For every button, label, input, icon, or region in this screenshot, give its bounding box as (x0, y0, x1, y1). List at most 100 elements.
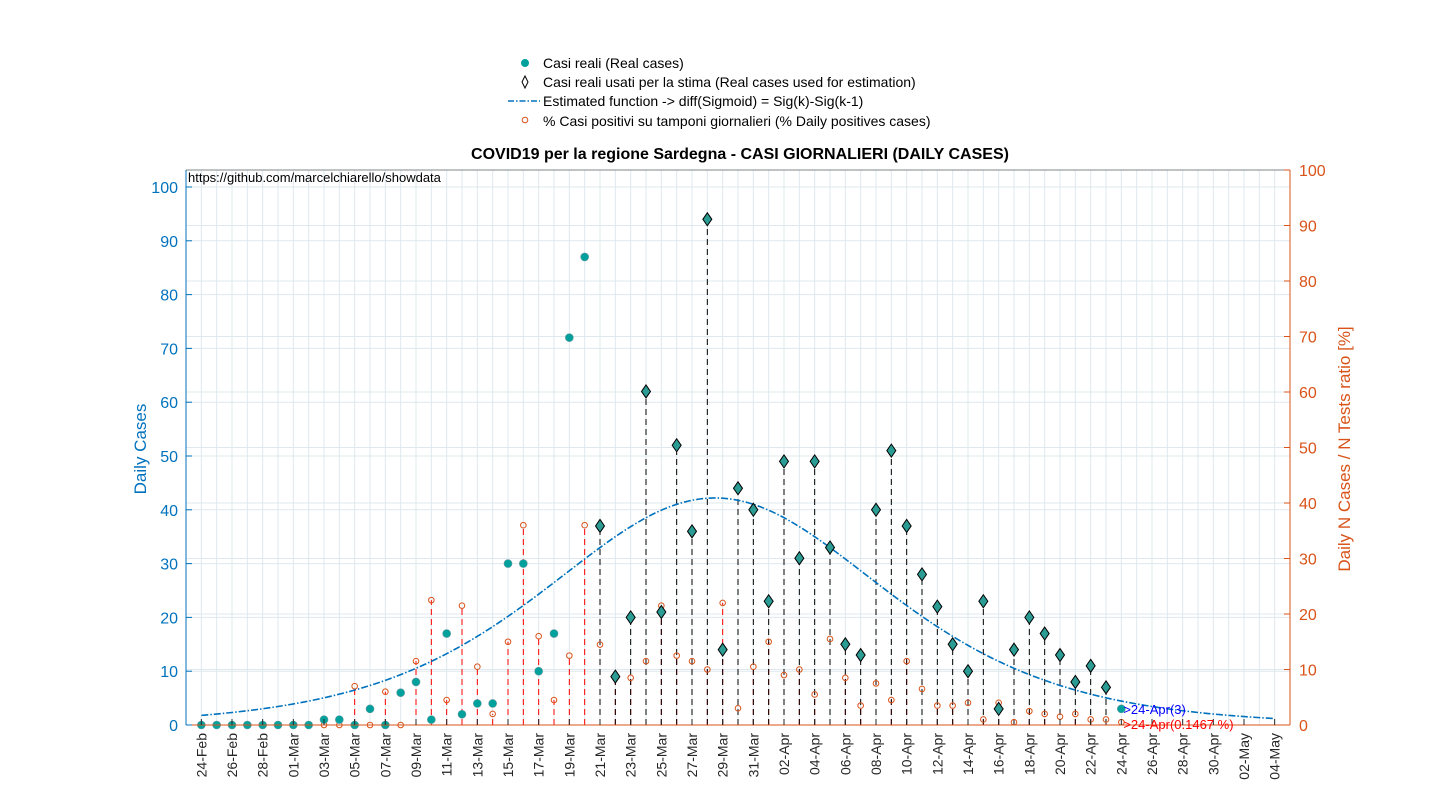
estimation-point (794, 550, 805, 566)
x-tick-label: 03-Mar (316, 733, 332, 778)
x-tick-label: 31-Mar (745, 733, 761, 778)
y-tick-label-right: 100 (1299, 163, 1326, 180)
estimation-point (978, 593, 989, 609)
x-tick-label: 30-Apr (1205, 733, 1221, 775)
ratio-point (535, 632, 542, 640)
legend-text-estimation: Casi reali usati per la stima (Real case… (543, 74, 916, 90)
x-tick-label: 21-Mar (592, 733, 608, 778)
x-tick-label: 04-Apr (807, 733, 823, 775)
y-tick-label-left: 50 (160, 449, 178, 466)
legend-marker-real (521, 59, 529, 67)
x-tick-label: 16-Apr (991, 733, 1007, 775)
x-tick-label: 24-Feb (193, 733, 209, 778)
ratio-point (903, 657, 910, 665)
fit-layer (201, 497, 1275, 720)
estimation-point (717, 642, 728, 658)
real-case-point (549, 629, 559, 638)
y-axis-label-left: Daily Cases (131, 404, 150, 495)
estimation-point (993, 701, 1004, 717)
ratio-point (811, 691, 818, 698)
x-tick-label: 29-Mar (715, 733, 731, 778)
estimation-point (1024, 610, 1035, 625)
estimation-point (763, 593, 774, 609)
estimation-point (947, 636, 958, 652)
legend-marker-ratio (521, 116, 529, 124)
ratio-point (688, 657, 696, 665)
real-case-point (534, 666, 543, 676)
x-tick-label: 20-Apr (1052, 733, 1068, 775)
chart-title: COVID19 per la regione Sardegna - CASI G… (471, 146, 1009, 163)
ratio-point (673, 652, 680, 659)
legend-marker-estimation (521, 74, 529, 90)
estimation-point (686, 523, 698, 539)
ratio-point (443, 696, 450, 704)
y-tick-label-right: 30 (1299, 552, 1317, 569)
estimation-point (640, 384, 652, 399)
estimation-point (594, 518, 606, 534)
x-tick-label: 22-Apr (1083, 733, 1099, 775)
y-tick-label-left: 10 (160, 664, 178, 681)
estimation-point (840, 636, 851, 652)
x-tick-label: 17-Mar (531, 733, 547, 778)
x-tick-label: 26-Apr (1144, 733, 1160, 775)
y-tick-label-left: 100 (151, 180, 178, 197)
estimation-point (778, 454, 790, 469)
x-tick-label: 04-May (1267, 733, 1283, 780)
y-tick-label-left: 60 (160, 395, 178, 412)
x-tick-label: 28-Apr (1175, 733, 1191, 775)
ratio-point (596, 641, 604, 648)
ratio-point (520, 521, 527, 529)
real-case-point (365, 704, 375, 714)
estimation-point (1100, 679, 1112, 695)
x-tick-label: 24-Apr (1113, 733, 1129, 775)
ratio-point (857, 702, 864, 709)
y-tick-label-right: 20 (1299, 607, 1317, 624)
y-tick-label-right: 90 (1299, 219, 1317, 236)
ratio-point (796, 666, 803, 673)
ratio-point (1041, 710, 1048, 718)
real-case-point (335, 715, 344, 724)
x-tick-label: 01-Mar (285, 733, 301, 778)
x-tick-label: 23-Mar (623, 733, 639, 778)
estimation-point (901, 518, 912, 534)
ratio-point (428, 596, 435, 604)
real-case-point (1117, 704, 1126, 714)
y-tick-label-left: 90 (160, 234, 178, 251)
x-tick-label: 26-Feb (224, 733, 240, 778)
x-tick-label: 28-Feb (255, 733, 271, 778)
ratio-point (351, 682, 358, 690)
ratio-point (412, 657, 420, 665)
ratio-point (382, 688, 389, 696)
estimation-point (932, 599, 943, 615)
stems (354, 219, 1107, 725)
legend-text-fit: Estimated function -> diff(Sigmoid) = Si… (543, 93, 863, 109)
estimation-point (671, 437, 682, 453)
legend: Casi reali (Real cases) Casi reali usati… (505, 52, 983, 132)
annotations: >24-Apr(3)>24-Apr(0.1467 %) (1123, 702, 1233, 732)
real-case-point (411, 677, 421, 687)
y-tick-label-right: 0 (1299, 718, 1308, 735)
x-tick-label: 10-Apr (899, 733, 915, 775)
x-tick-label: 02-May (1236, 733, 1252, 780)
y-tick-label-left: 80 (160, 288, 178, 305)
x-tick-label: 27-Mar (684, 733, 700, 778)
legend-text-ratio: % Casi positivi su tamponi giornalieri (… (543, 113, 930, 129)
y-tick-label-right: 50 (1299, 441, 1317, 458)
real-case-point (488, 699, 497, 708)
estimation-point (855, 647, 866, 663)
x-tick-label: 18-Apr (1021, 733, 1037, 775)
y-tick-label-right: 80 (1299, 274, 1317, 291)
y-tick-label-right: 60 (1299, 385, 1317, 402)
x-tick-label: 15-Mar (500, 733, 516, 778)
real-case-point (580, 252, 589, 262)
estimation-point (916, 566, 928, 582)
y-tick-label-left: 40 (160, 503, 178, 520)
estimation-point (748, 502, 759, 518)
ratio-point (826, 635, 834, 643)
ratio-point (734, 705, 742, 712)
real-case-point (473, 699, 482, 708)
y-tick-label-right: 40 (1299, 496, 1317, 513)
real-case-point (519, 559, 528, 568)
estimation-point (625, 610, 636, 625)
x-tick-label: 08-Apr (868, 733, 884, 775)
